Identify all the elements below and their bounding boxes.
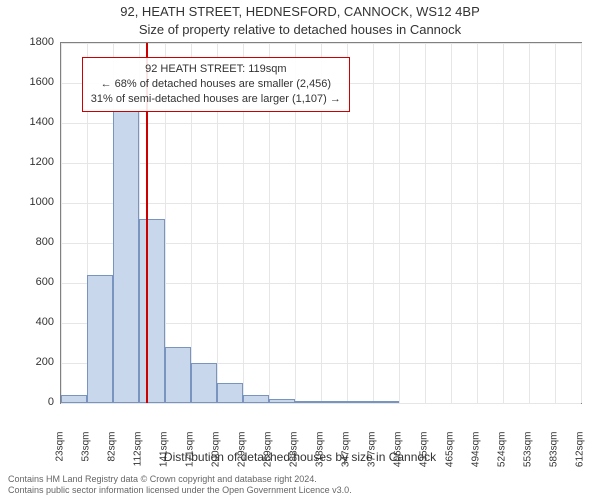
y-tick-label: 1800	[14, 36, 54, 48]
y-tick-label: 1200	[14, 156, 54, 168]
gridline-vertical	[425, 43, 426, 403]
histogram-bar	[87, 275, 113, 403]
y-tick-label: 400	[14, 316, 54, 328]
y-tick-label: 1000	[14, 196, 54, 208]
info-box-line: 31% of semi-detached houses are larger (…	[91, 92, 341, 107]
histogram-bar	[217, 383, 243, 403]
gridline-vertical	[399, 43, 400, 403]
histogram-bar	[243, 395, 269, 403]
gridline-vertical	[503, 43, 504, 403]
gridline-vertical	[477, 43, 478, 403]
info-box-line: ← 68% of detached houses are smaller (2,…	[91, 77, 341, 92]
histogram-bar	[373, 401, 399, 403]
histogram-bar	[113, 111, 139, 403]
histogram-bar	[295, 401, 321, 403]
footer-line-1: Contains HM Land Registry data © Crown c…	[8, 474, 592, 485]
y-tick-label: 1400	[14, 116, 54, 128]
gridline-vertical	[373, 43, 374, 403]
histogram-bar	[139, 219, 165, 403]
plot-area: 92 HEATH STREET: 119sqm← 68% of detached…	[60, 42, 582, 404]
histogram-bar	[165, 347, 191, 403]
gridline-vertical	[555, 43, 556, 403]
histogram-bar	[61, 395, 87, 403]
y-tick-label: 600	[14, 276, 54, 288]
y-tick-label: 0	[14, 396, 54, 408]
gridline-vertical	[61, 43, 62, 403]
gridline-vertical	[529, 43, 530, 403]
gridline-vertical	[581, 43, 582, 403]
gridline-horizontal	[61, 403, 581, 404]
info-box-line: 92 HEATH STREET: 119sqm	[91, 62, 341, 77]
histogram-bar	[269, 399, 295, 403]
x-axis-label: Distribution of detached houses by size …	[0, 450, 600, 464]
footer-line-2: Contains public sector information licen…	[8, 485, 592, 496]
histogram-bar	[347, 401, 373, 403]
title-main: 92, HEATH STREET, HEDNESFORD, CANNOCK, W…	[0, 4, 600, 19]
y-tick-label: 800	[14, 236, 54, 248]
title-sub: Size of property relative to detached ho…	[0, 22, 600, 37]
chart-container: 92, HEATH STREET, HEDNESFORD, CANNOCK, W…	[0, 0, 600, 500]
histogram-bar	[191, 363, 217, 403]
info-box: 92 HEATH STREET: 119sqm← 68% of detached…	[82, 57, 350, 112]
y-tick-label: 1600	[14, 76, 54, 88]
footer-attribution: Contains HM Land Registry data © Crown c…	[8, 474, 592, 497]
gridline-vertical	[451, 43, 452, 403]
histogram-bar	[321, 401, 347, 403]
y-tick-label: 200	[14, 356, 54, 368]
